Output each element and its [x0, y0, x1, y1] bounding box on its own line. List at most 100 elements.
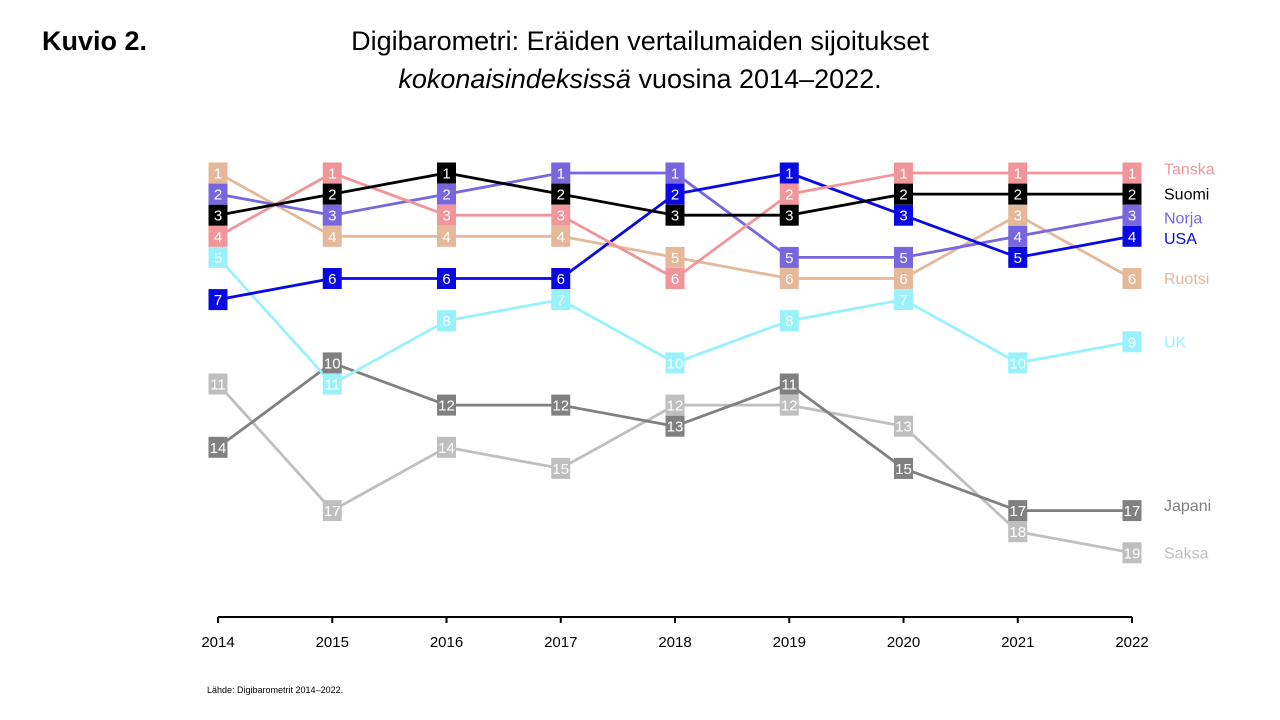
data-label-norja: 3: [328, 208, 336, 225]
data-label-tanska: 1: [899, 166, 907, 183]
data-label-norja: 4: [1014, 229, 1022, 246]
data-point-tanska: [322, 162, 342, 184]
data-label-suomi: 2: [557, 187, 565, 204]
data-point-tanska: [1122, 162, 1142, 184]
data-point-japani: [665, 415, 685, 437]
data-point-norja: [208, 183, 228, 205]
data-label-usa: 3: [899, 208, 907, 225]
data-label-norja: 3: [1128, 208, 1136, 225]
data-label-uk: 11: [324, 377, 340, 394]
data-label-ruotsi: 4: [557, 229, 565, 246]
data-point-saksa: [1008, 521, 1028, 543]
data-point-norja: [1122, 204, 1142, 226]
data-point-japani: [1122, 500, 1142, 522]
legend-label-uk: UK: [1164, 334, 1187, 351]
x-tick-label: 2014: [201, 634, 234, 651]
data-point-suomi: [665, 204, 685, 226]
data-label-suomi: 3: [671, 208, 679, 225]
data-label-ruotsi: 4: [328, 229, 336, 246]
data-point-tanska: [1008, 162, 1028, 184]
data-label-japani: 14: [210, 440, 227, 457]
data-point-usa: [779, 162, 799, 184]
data-point-usa: [437, 268, 456, 289]
data-point-uk: [665, 352, 685, 374]
data-label-usa: 1: [785, 166, 793, 183]
data-point-usa: [665, 183, 685, 205]
title-rest: vuosina 2014–2022.: [630, 64, 882, 94]
data-label-tanska: 3: [442, 208, 450, 225]
data-label-usa: 4: [1128, 229, 1136, 246]
data-point-suomi: [437, 162, 456, 184]
legend-label-japani: Japani: [1164, 498, 1211, 515]
data-point-ruotsi: [1008, 204, 1028, 226]
legend-label-usa: USA: [1164, 231, 1197, 248]
data-point-japani: [437, 394, 456, 416]
data-label-saksa: 13: [895, 419, 912, 436]
data-point-usa: [208, 289, 228, 311]
data-label-saksa: 17: [324, 503, 341, 520]
data-label-norja: 2: [442, 187, 450, 204]
data-point-ruotsi: [437, 225, 456, 247]
data-label-norja: 5: [899, 250, 907, 267]
data-label-usa: 7: [214, 292, 222, 309]
data-point-norja: [322, 204, 342, 226]
data-label-saksa: 14: [438, 440, 455, 457]
data-label-uk: 8: [785, 313, 793, 330]
data-point-japani: [1008, 500, 1028, 522]
data-label-saksa: 11: [210, 377, 226, 394]
data-point-japani: [208, 436, 228, 458]
data-label-suomi: 2: [899, 187, 907, 204]
data-label-suomi: 3: [785, 208, 793, 225]
legend-label-saksa: Saksa: [1164, 545, 1209, 562]
data-point-suomi: [551, 183, 571, 205]
data-point-uk: [894, 289, 913, 311]
data-label-ruotsi: 4: [442, 229, 450, 246]
data-point-uk: [322, 373, 342, 395]
data-point-japani: [322, 352, 342, 374]
data-point-saksa: [779, 394, 799, 416]
data-label-ruotsi: 3: [1014, 208, 1022, 225]
x-tick-label: 2019: [773, 634, 806, 651]
data-label-japani: 17: [1124, 503, 1141, 520]
data-label-japani: 13: [667, 419, 684, 436]
data-point-suomi: [779, 204, 799, 226]
data-point-japani: [779, 373, 799, 395]
data-point-suomi: [1008, 183, 1028, 205]
data-label-uk: 10: [1009, 355, 1026, 372]
data-label-suomi: 1: [442, 166, 450, 183]
legend-label-suomi: Suomi: [1164, 187, 1209, 204]
data-label-tanska: 1: [1014, 166, 1022, 183]
legend-label-ruotsi: Ruotsi: [1164, 271, 1209, 288]
data-point-saksa: [322, 500, 342, 522]
series-line-japani: [217, 361, 1132, 513]
data-label-usa: 2: [671, 187, 679, 204]
data-point-norja: [1008, 225, 1028, 247]
data-label-uk: 8: [442, 313, 450, 330]
data-label-ruotsi: 1: [214, 166, 222, 183]
data-label-tanska: 1: [328, 166, 336, 183]
data-label-suomi: 2: [1128, 187, 1136, 204]
data-label-japani: 12: [438, 398, 455, 415]
data-label-saksa: 15: [552, 461, 569, 478]
data-label-saksa: 12: [667, 398, 684, 415]
data-point-saksa: [894, 415, 913, 437]
x-tick-label: 2021: [1001, 634, 1034, 651]
data-point-uk: [551, 289, 571, 311]
data-label-tanska: 1: [1128, 166, 1136, 183]
data-label-uk: 5: [214, 250, 222, 267]
data-label-suomi: 3: [214, 208, 222, 225]
x-tick-label: 2018: [658, 634, 691, 651]
data-point-norja: [437, 183, 456, 205]
data-label-tanska: 6: [671, 271, 679, 288]
title-line-1: Digibarometri: Eräiden vertailumaiden si…: [351, 26, 929, 56]
data-point-saksa: [551, 457, 571, 479]
data-label-saksa: 19: [1124, 545, 1141, 562]
data-point-tanska: [779, 183, 799, 205]
data-label-saksa: 12: [781, 398, 798, 415]
data-label-uk: 7: [557, 292, 565, 309]
data-point-tanska: [437, 204, 456, 226]
data-point-suomi: [894, 183, 913, 205]
data-label-tanska: 4: [214, 229, 222, 246]
data-label-usa: 5: [1014, 250, 1022, 267]
data-label-japani: 15: [895, 461, 912, 478]
